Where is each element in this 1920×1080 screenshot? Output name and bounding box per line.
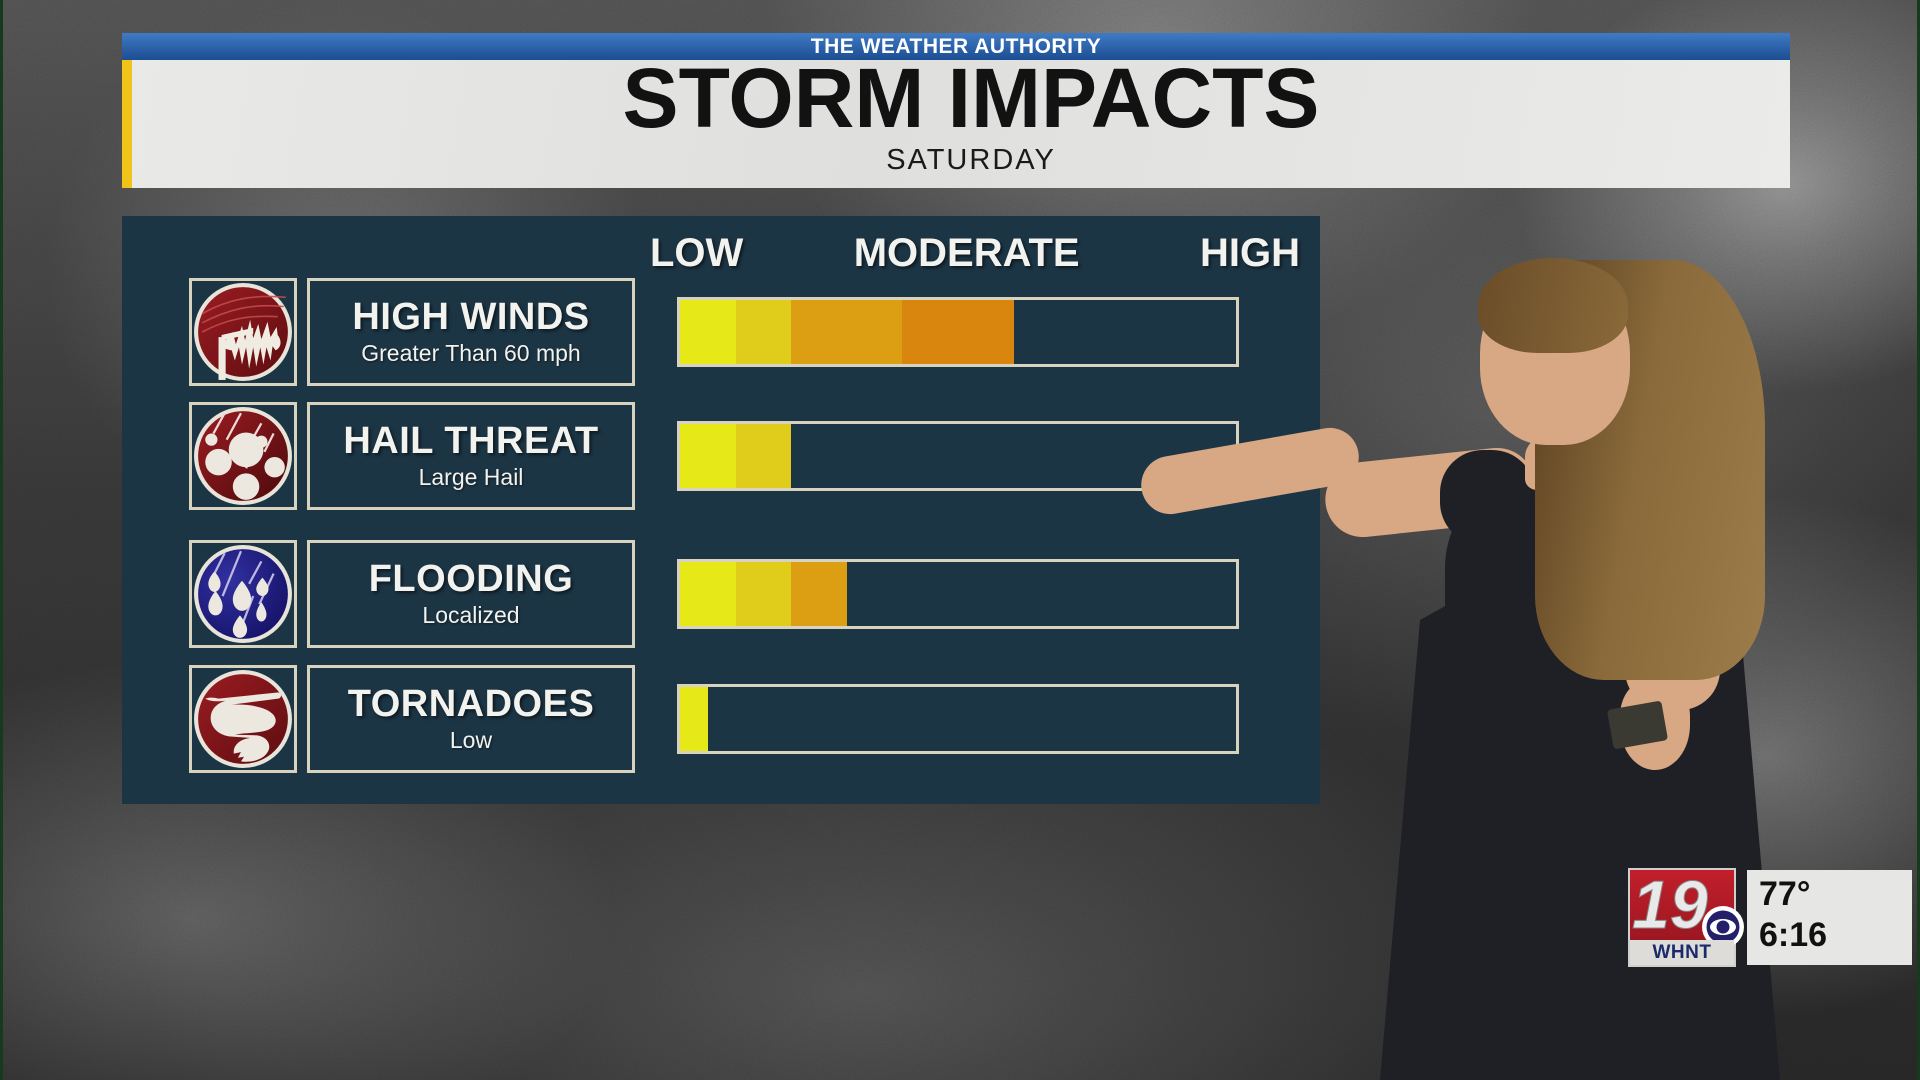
svg-text:19: 19 [1632, 870, 1708, 940]
